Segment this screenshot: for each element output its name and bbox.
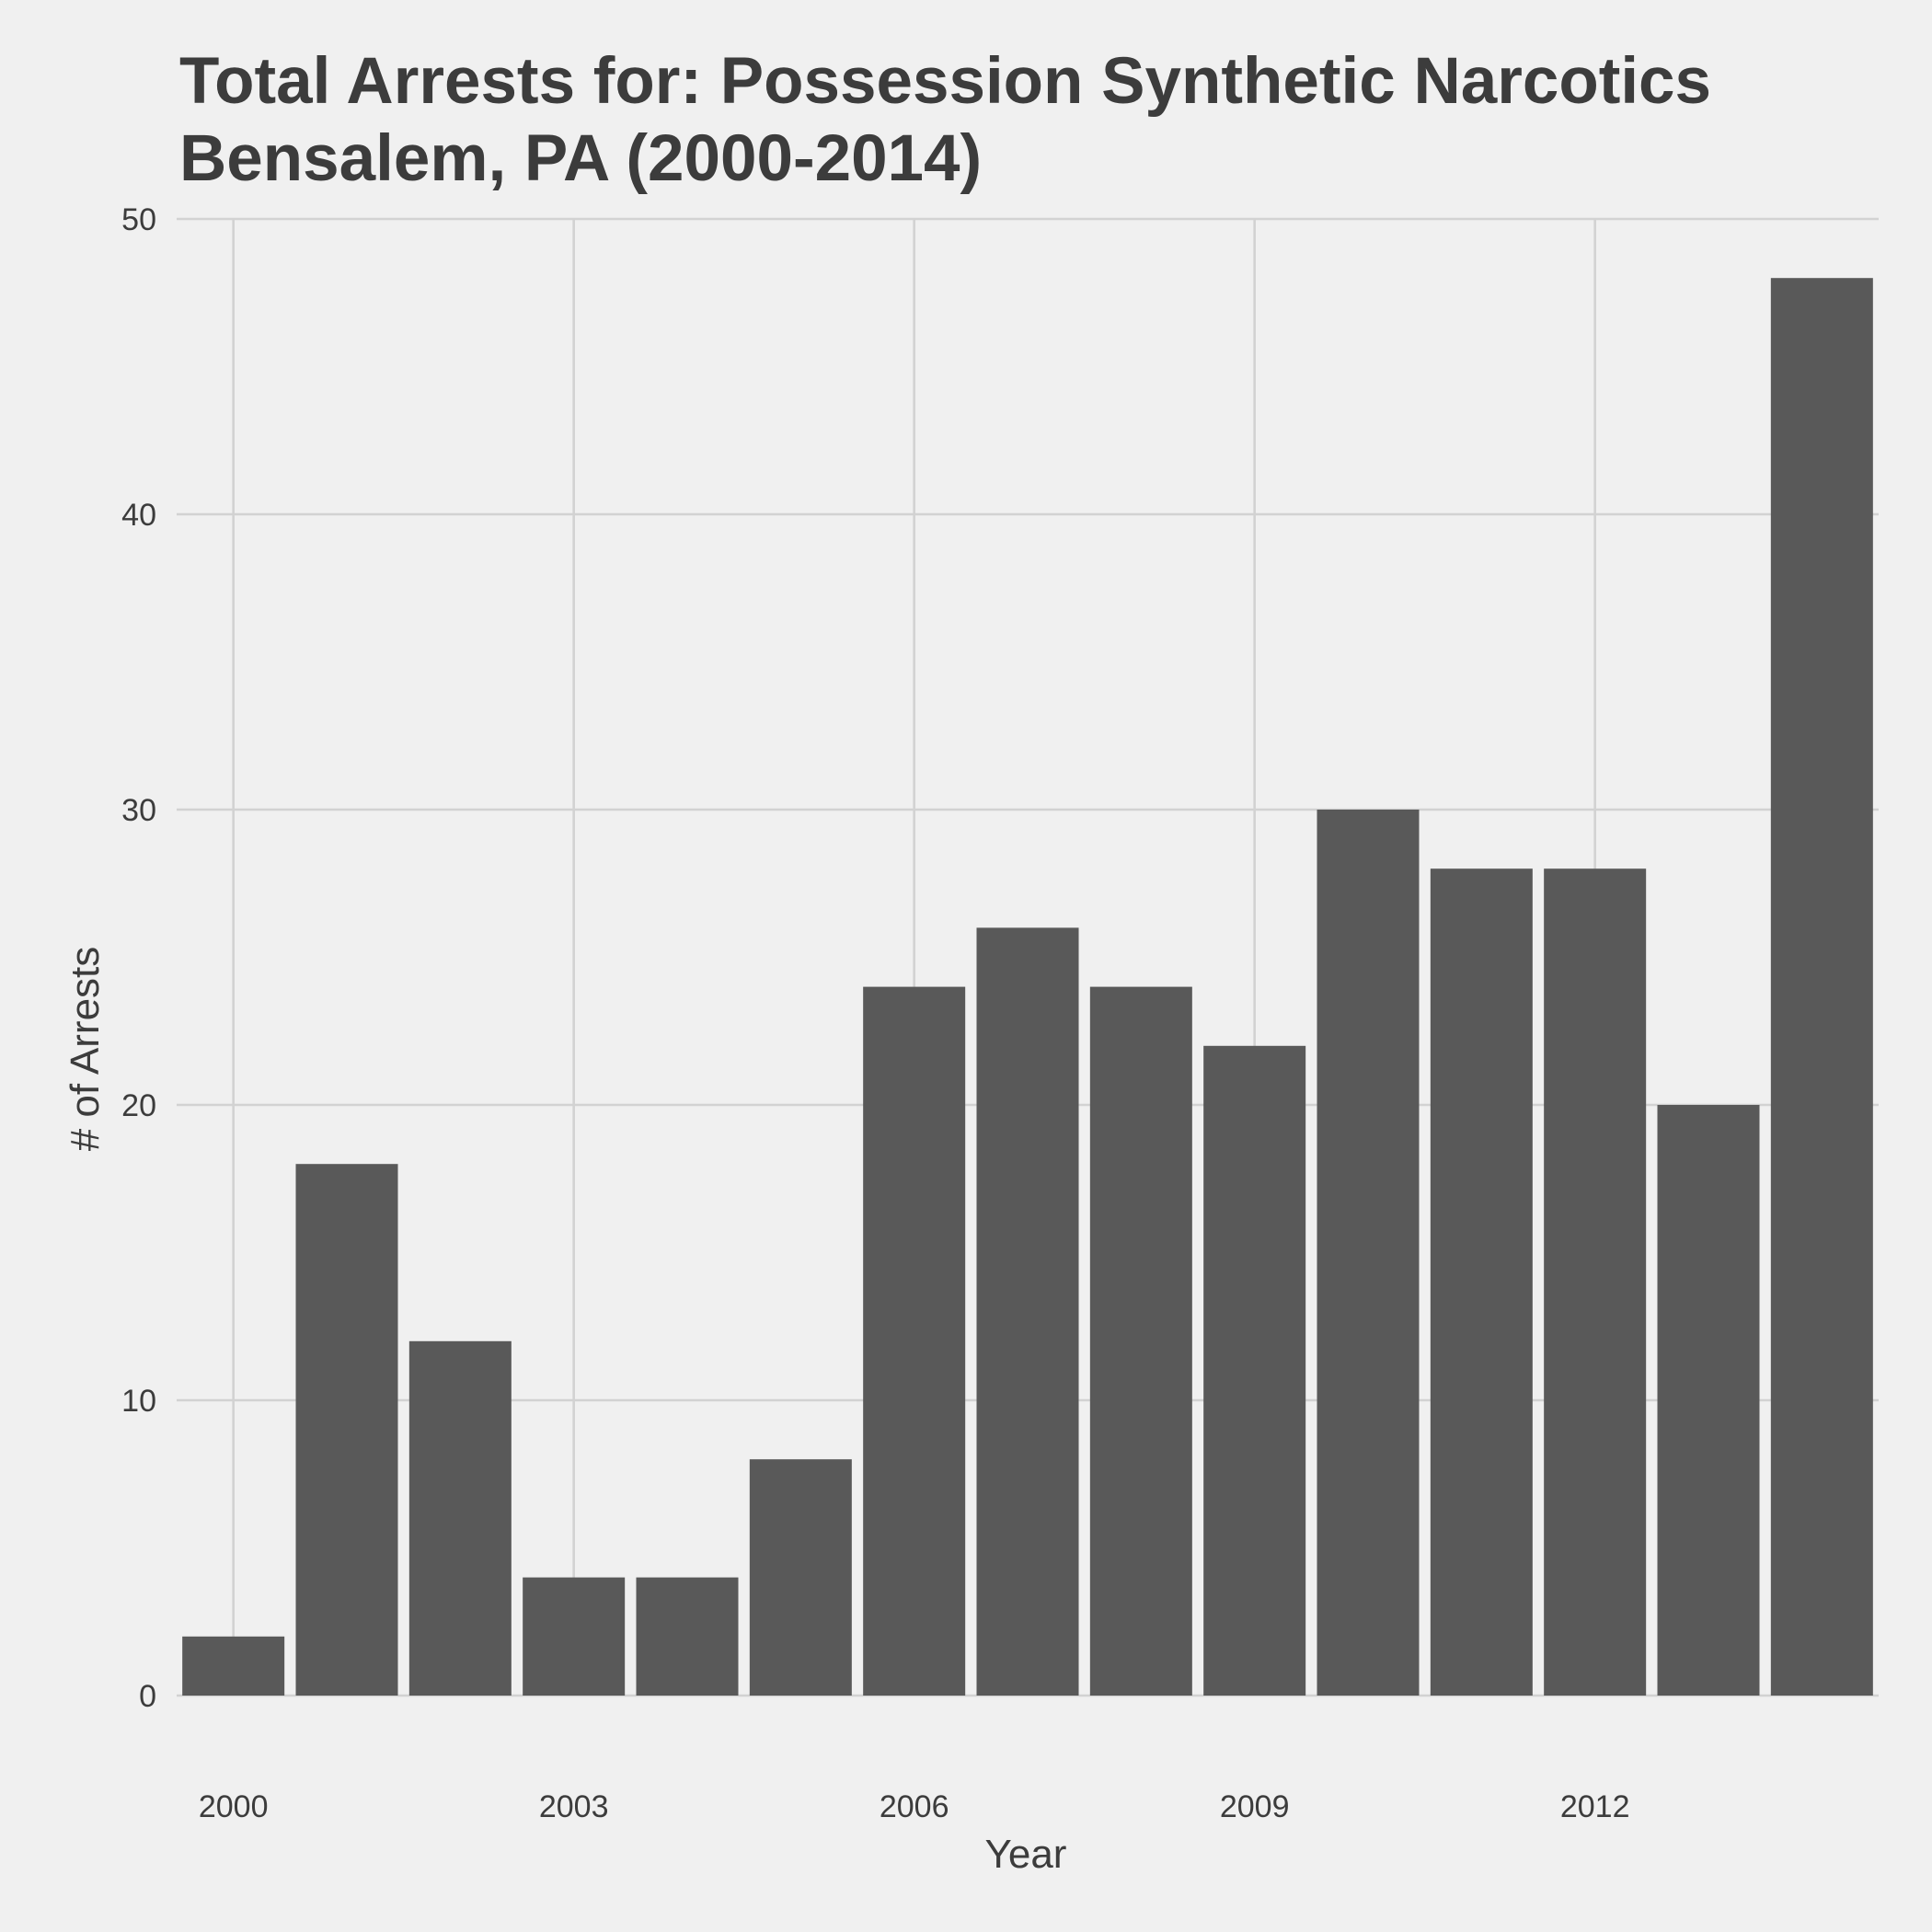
- bar-2000: [182, 1636, 285, 1696]
- x-tick-label: 2000: [199, 1789, 269, 1824]
- bar-2010: [1317, 810, 1420, 1696]
- bar-2007: [976, 927, 1079, 1696]
- chart-title-line-2: Bensalem, PA (2000-2014): [179, 122, 982, 195]
- bar-2006: [863, 986, 966, 1696]
- y-axis-title: # of Arrests: [63, 947, 108, 1152]
- x-tick-label: 2012: [1560, 1789, 1630, 1824]
- x-tick-label: 2003: [539, 1789, 609, 1824]
- bar-2008: [1089, 986, 1192, 1696]
- bar-2003: [523, 1577, 626, 1696]
- y-tick-label: 50: [121, 202, 156, 237]
- y-tick-label: 40: [121, 498, 156, 533]
- y-tick-label: 30: [121, 793, 156, 828]
- bar-2005: [749, 1459, 852, 1696]
- bar-2002: [408, 1340, 512, 1696]
- bar-2014: [1770, 278, 1873, 1696]
- bar-2009: [1203, 1045, 1306, 1696]
- y-tick-label: 0: [139, 1679, 156, 1714]
- bar-2012: [1544, 868, 1647, 1696]
- bar-2004: [636, 1577, 739, 1696]
- bars: [182, 278, 1873, 1696]
- bar-2001: [295, 1164, 398, 1696]
- x-axis-title: Year: [985, 1832, 1067, 1877]
- bar-2011: [1430, 868, 1533, 1696]
- y-axis-ticks: 0 10 20 30 40 50: [121, 202, 156, 1714]
- x-axis-ticks: 2000 2003 2006 2009 2012: [199, 1789, 1630, 1824]
- chart-title-line-1: Total Arrests for: Possession Synthetic …: [179, 45, 1711, 118]
- y-tick-label: 10: [121, 1384, 156, 1419]
- x-tick-label: 2006: [880, 1789, 949, 1824]
- y-tick-label: 20: [121, 1088, 156, 1123]
- x-tick-label: 2009: [1220, 1789, 1290, 1824]
- bar-2013: [1657, 1105, 1760, 1696]
